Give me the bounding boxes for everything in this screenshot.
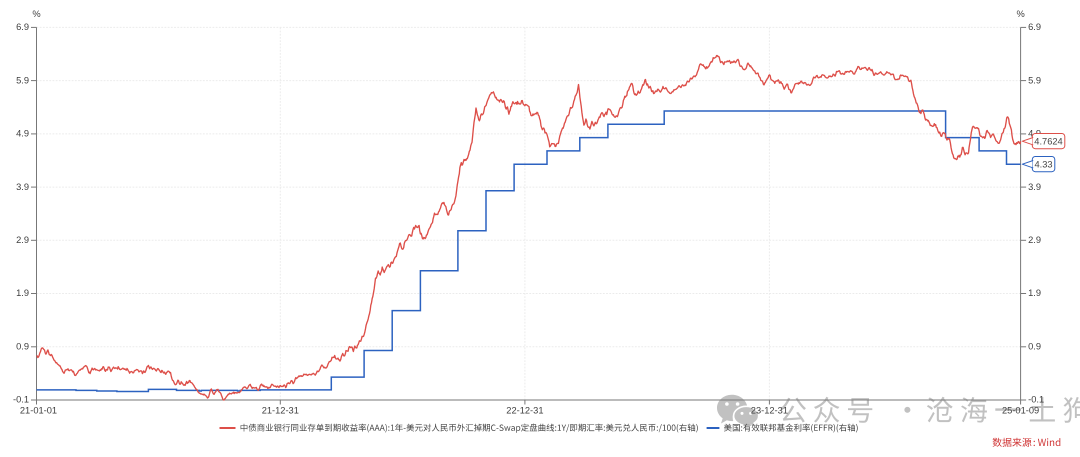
svg-text:5.9: 5.9	[16, 75, 29, 85]
svg-text:21-12-31: 21-12-31	[262, 406, 299, 416]
svg-text:2.9: 2.9	[16, 235, 29, 245]
svg-text:%: %	[32, 9, 40, 19]
svg-text:3.9: 3.9	[16, 182, 29, 192]
svg-text:4.33: 4.33	[1034, 160, 1052, 170]
svg-text:-0.1: -0.1	[13, 395, 29, 405]
svg-text:1.9: 1.9	[16, 288, 29, 298]
svg-text:0.9: 0.9	[1028, 342, 1041, 352]
svg-text:1.9: 1.9	[1028, 288, 1041, 298]
svg-text:21-01-01: 21-01-01	[20, 406, 57, 416]
svg-text:0.9: 0.9	[16, 342, 29, 352]
svg-text:%: %	[1016, 9, 1024, 19]
svg-text:6.9: 6.9	[16, 22, 29, 32]
svg-text:5.9: 5.9	[1028, 75, 1041, 85]
svg-text:2.9: 2.9	[1028, 235, 1041, 245]
svg-text:22-12-31: 22-12-31	[506, 406, 543, 416]
svg-text:-0.1: -0.1	[1028, 395, 1044, 405]
svg-text:6.9: 6.9	[1028, 22, 1041, 32]
svg-text:3.9: 3.9	[1028, 182, 1041, 192]
svg-text:4.7624: 4.7624	[1034, 137, 1062, 147]
svg-text:25-01-09: 25-01-09	[1002, 406, 1039, 416]
svg-text:4.9: 4.9	[16, 129, 29, 139]
svg-text:23-12-31: 23-12-31	[751, 406, 788, 416]
